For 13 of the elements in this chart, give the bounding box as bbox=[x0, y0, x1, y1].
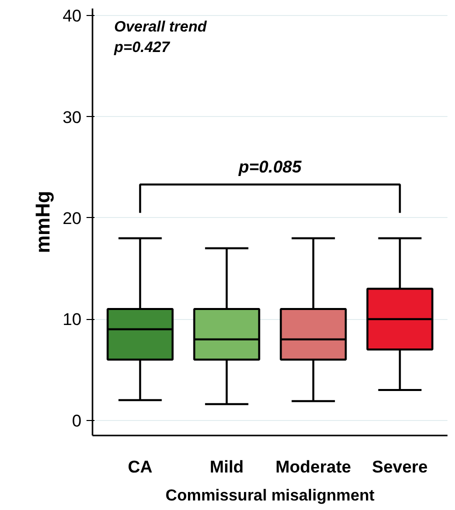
y-tick-label: 40 bbox=[62, 6, 82, 26]
annotation: Overall trend p=0.427 bbox=[113, 18, 208, 56]
x-tick-label: Mild bbox=[210, 458, 244, 476]
annotation: p=0.085 bbox=[238, 157, 302, 176]
x-tick-label: Severe bbox=[372, 458, 428, 476]
x-tick-label: Moderate bbox=[276, 458, 352, 476]
y-axis-title: mmHg bbox=[32, 190, 55, 254]
y-tick-label: 30 bbox=[62, 108, 82, 127]
y-tick-label: 10 bbox=[62, 310, 82, 330]
y-tick-label: 20 bbox=[62, 208, 82, 228]
y-tick-label: 0 bbox=[72, 411, 82, 430]
x-axis-title: Commissural misalignment bbox=[166, 488, 376, 504]
x-tick-label: CA bbox=[128, 458, 152, 476]
